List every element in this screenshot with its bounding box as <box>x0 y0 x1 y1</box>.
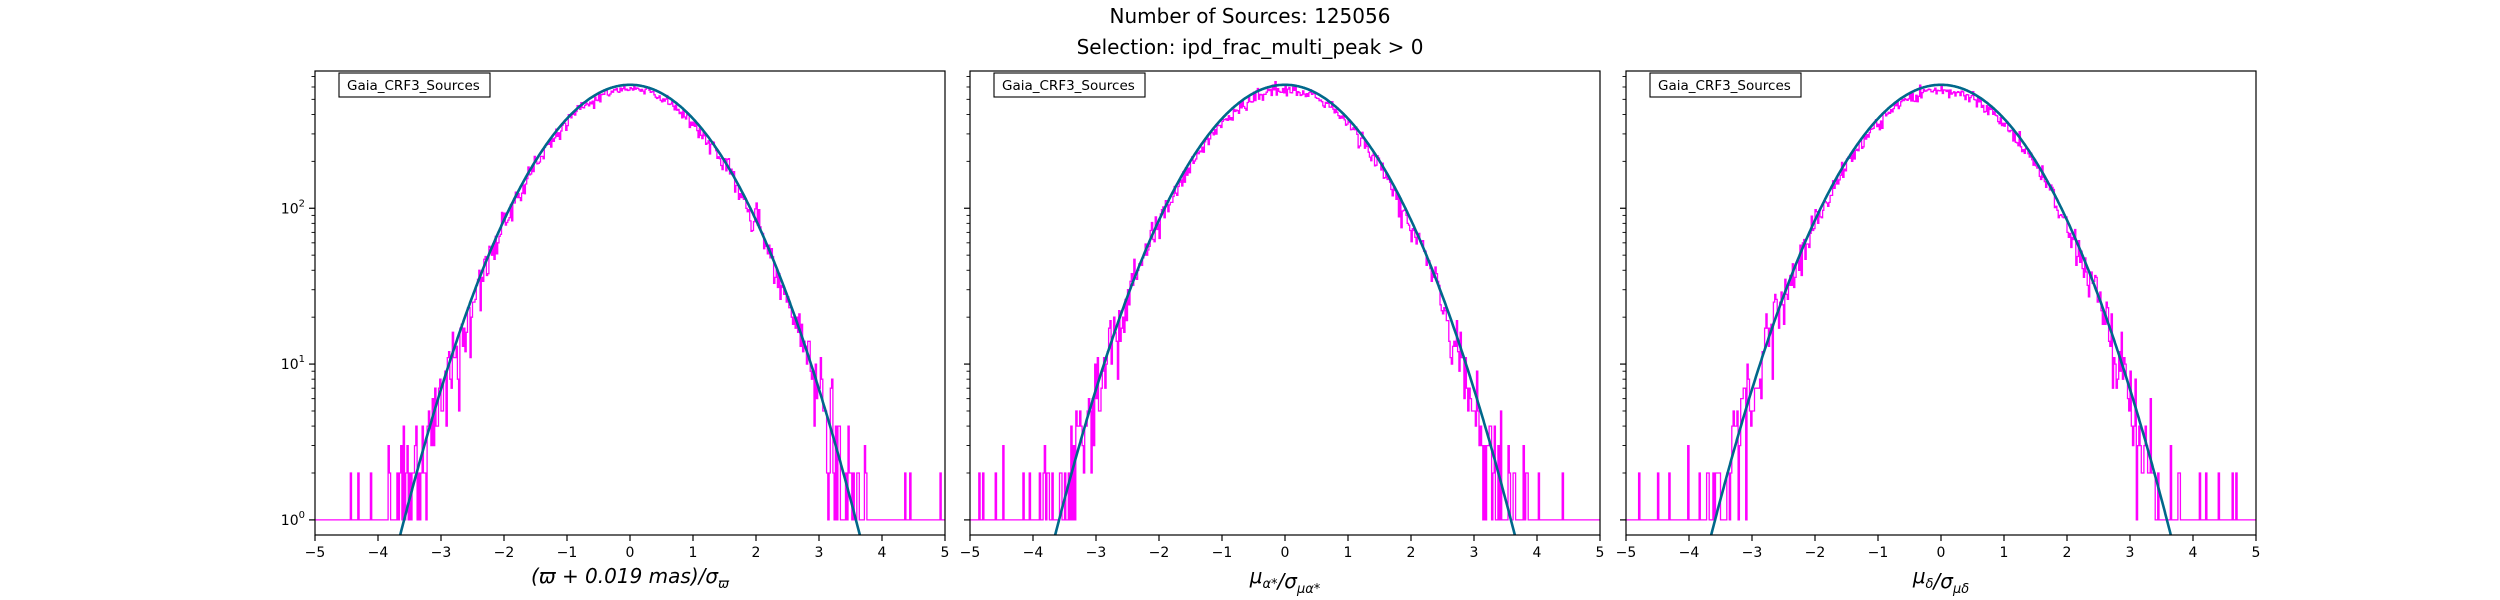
x-tick-label: −1 <box>1868 545 1889 561</box>
axes-frame <box>969 70 1601 536</box>
x-tick-label: −5 <box>960 545 981 561</box>
x-tick-label: 5 <box>2252 545 2261 561</box>
x-tick-label: −4 <box>1023 545 1044 561</box>
x-tick-label: −1 <box>557 545 578 561</box>
x-tick-label: 2 <box>2063 545 2072 561</box>
gaussian-fit-curve <box>398 83 862 535</box>
legend: Gaia_CRF3_Sources <box>993 72 1146 98</box>
legend: Gaia_CRF3_Sources <box>1649 72 1802 98</box>
x-tick-label: −2 <box>1805 545 1826 561</box>
x-tick-label: 2 <box>752 545 761 561</box>
x-tick-label: 2 <box>1407 545 1416 561</box>
x-tick-label: 4 <box>1533 545 1542 561</box>
legend-box <box>993 72 1146 98</box>
y-tick-label: 101 <box>281 354 305 373</box>
legend-box <box>338 72 491 98</box>
histogram-series <box>970 80 1600 521</box>
x-tick-label: 1 <box>2000 545 2009 561</box>
chart-panel-2: −5 −4 −3 −2 −1 0 1 2 3 4 5 Gaia_CRF3_Sources μα*/σμα… <box>960 70 1605 597</box>
y-tick-label: 100 <box>281 510 305 529</box>
chart-panel-3: −5 −4 −3 −2 −1 0 1 2 3 4 5 Gaia_CRF3_Sources μδ/σμδ <box>1616 70 2261 597</box>
x-axis-label: μδ/σμδ <box>1912 564 1969 597</box>
figure-subtitle: Selection: ipd_frac_multi_peak > 0 <box>1076 35 1424 59</box>
legend-box <box>1649 72 1802 98</box>
x-tick-label: 3 <box>1470 545 1479 561</box>
x-tick-label: 4 <box>878 545 887 561</box>
histogram-series <box>1626 84 2256 521</box>
x-tick-label: 1 <box>689 545 698 561</box>
x-tick-label: 5 <box>941 545 950 561</box>
axes-frame <box>314 70 946 536</box>
x-tick-label: 4 <box>2189 545 2198 561</box>
figure-title: Number of Sources: 125056 <box>1109 4 1391 28</box>
x-tick-label: 0 <box>626 545 635 561</box>
x-tick-label: 3 <box>2126 545 2135 561</box>
x-tick-label: −3 <box>431 545 452 561</box>
x-axis-label: (ϖ + 0.019 mas)/σϖ <box>531 564 730 592</box>
x-tick-label: 0 <box>1281 545 1290 561</box>
x-tick-label: −2 <box>1149 545 1170 561</box>
x-tick-label: −3 <box>1742 545 1763 561</box>
axes-frame <box>1625 70 2257 536</box>
legend: Gaia_CRF3_Sources <box>338 72 491 98</box>
x-tick-label: −3 <box>1086 545 1107 561</box>
x-tick-label: 0 <box>1937 545 1946 561</box>
x-axis-label: μα*/σμα* <box>1249 564 1321 597</box>
chart-panel-1: −5 −4 −3 −2 −1 0 1 2 3 4 5 100 101 102 Gaia_CRF3_Sourc… <box>281 70 950 592</box>
x-tick-label: 5 <box>1596 545 1605 561</box>
legend-label: Gaia_CRF3_Sources <box>1002 78 1135 94</box>
x-tick-label: −5 <box>305 545 326 561</box>
histogram-series <box>315 84 945 521</box>
gaussian-fit-curve <box>1709 83 2173 535</box>
gaussian-fit-curve <box>1053 83 1517 535</box>
x-tick-label: 3 <box>815 545 824 561</box>
x-tick-label: 1 <box>1344 545 1353 561</box>
x-tick-label: −5 <box>1616 545 1637 561</box>
x-tick-label: −4 <box>1679 545 1700 561</box>
x-tick-label: −1 <box>1212 545 1233 561</box>
x-tick-label: −2 <box>494 545 515 561</box>
x-tick-label: −4 <box>368 545 389 561</box>
legend-label: Gaia_CRF3_Sources <box>1658 78 1791 94</box>
y-tick-label: 102 <box>281 198 305 217</box>
legend-label: Gaia_CRF3_Sources <box>347 78 480 94</box>
